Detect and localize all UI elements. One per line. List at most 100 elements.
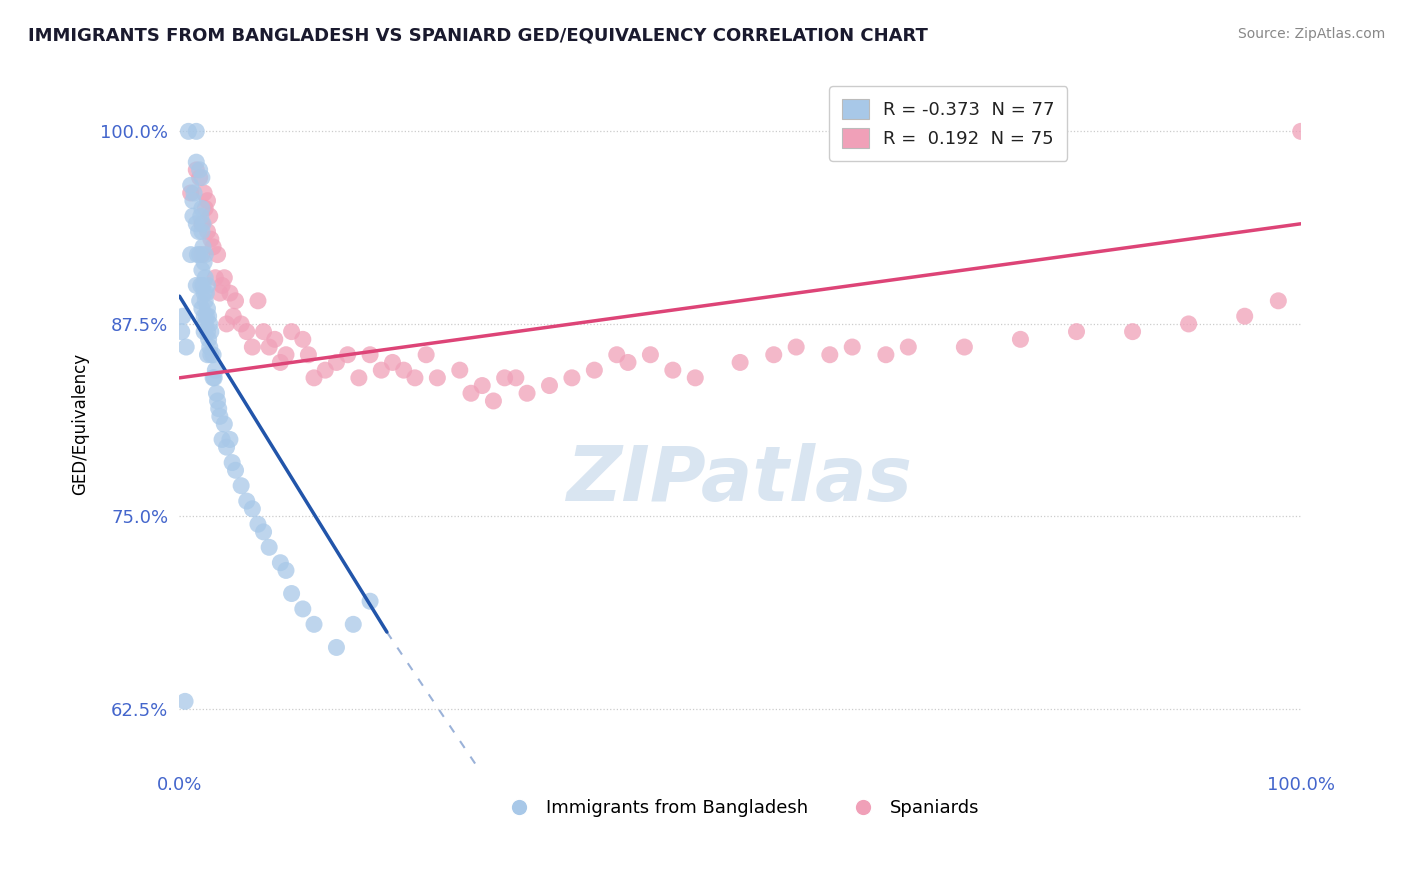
Point — [1267, 293, 1289, 308]
Point — [188, 170, 211, 185]
Point — [240, 340, 263, 354]
Point — [302, 617, 325, 632]
Point — [191, 247, 214, 261]
Point — [426, 371, 449, 385]
Point — [204, 363, 226, 377]
Point — [174, 340, 197, 354]
Point — [257, 541, 280, 555]
Point — [195, 286, 218, 301]
Point — [198, 209, 221, 223]
Point — [617, 355, 640, 369]
Point — [191, 217, 214, 231]
Point — [219, 433, 242, 447]
Point — [482, 394, 505, 409]
Point — [208, 286, 231, 301]
Point — [471, 378, 494, 392]
Point — [1289, 124, 1312, 138]
Point — [314, 363, 336, 377]
Point — [785, 340, 807, 354]
Point — [193, 255, 215, 269]
Point — [381, 355, 404, 369]
Point — [1066, 325, 1088, 339]
Point — [177, 124, 200, 138]
Point — [207, 394, 229, 409]
Point — [200, 232, 222, 246]
Text: IMMIGRANTS FROM BANGLADESH VS SPANIARD GED/EQUIVALENCY CORRELATION CHART: IMMIGRANTS FROM BANGLADESH VS SPANIARD G… — [28, 27, 928, 45]
Point — [1010, 332, 1032, 346]
Point — [202, 371, 225, 385]
Point — [202, 371, 225, 385]
Point — [207, 247, 229, 261]
Point — [191, 225, 214, 239]
Point — [197, 301, 219, 316]
Point — [200, 325, 222, 339]
Point — [231, 317, 253, 331]
Point — [252, 524, 274, 539]
Legend: Immigrants from Bangladesh, Spaniards: Immigrants from Bangladesh, Spaniards — [494, 791, 987, 824]
Point — [875, 348, 897, 362]
Point — [180, 178, 202, 193]
Point — [197, 278, 219, 293]
Point — [186, 247, 208, 261]
Point — [193, 310, 215, 324]
Point — [252, 325, 274, 339]
Point — [538, 378, 561, 392]
Point — [188, 247, 211, 261]
Point — [246, 293, 269, 308]
Point — [683, 371, 706, 385]
Point — [194, 202, 217, 216]
Point — [197, 332, 219, 346]
Point — [193, 286, 215, 301]
Point — [180, 247, 202, 261]
Point — [202, 240, 225, 254]
Point — [197, 194, 219, 208]
Point — [342, 617, 364, 632]
Point — [953, 340, 976, 354]
Point — [494, 371, 516, 385]
Point — [191, 301, 214, 316]
Point — [191, 278, 214, 293]
Point — [240, 501, 263, 516]
Point — [186, 124, 208, 138]
Point — [415, 348, 437, 362]
Point — [211, 278, 233, 293]
Point — [197, 225, 219, 239]
Point — [205, 386, 228, 401]
Point — [325, 640, 347, 655]
Text: ZIPatlas: ZIPatlas — [567, 442, 912, 516]
Point — [561, 371, 583, 385]
Point — [291, 602, 314, 616]
Point — [347, 371, 370, 385]
Point — [336, 348, 359, 362]
Point — [198, 317, 221, 331]
Point — [269, 556, 291, 570]
Point — [211, 433, 233, 447]
Point — [186, 155, 208, 169]
Point — [215, 440, 238, 454]
Point — [257, 340, 280, 354]
Point — [190, 278, 212, 293]
Point — [449, 363, 471, 377]
Point — [263, 332, 285, 346]
Point — [1177, 317, 1199, 331]
Point — [1122, 325, 1144, 339]
Point — [302, 371, 325, 385]
Point — [583, 363, 606, 377]
Point — [818, 348, 841, 362]
Point — [505, 371, 527, 385]
Point — [728, 355, 751, 369]
Point — [897, 340, 920, 354]
Point — [359, 348, 381, 362]
Point — [841, 340, 863, 354]
Point — [195, 310, 218, 324]
Point — [191, 202, 214, 216]
Point — [180, 186, 202, 200]
Point — [191, 263, 214, 277]
Point — [274, 348, 297, 362]
Point — [404, 371, 426, 385]
Point — [181, 209, 204, 223]
Point — [198, 340, 221, 354]
Point — [370, 363, 392, 377]
Point — [280, 325, 302, 339]
Point — [190, 209, 212, 223]
